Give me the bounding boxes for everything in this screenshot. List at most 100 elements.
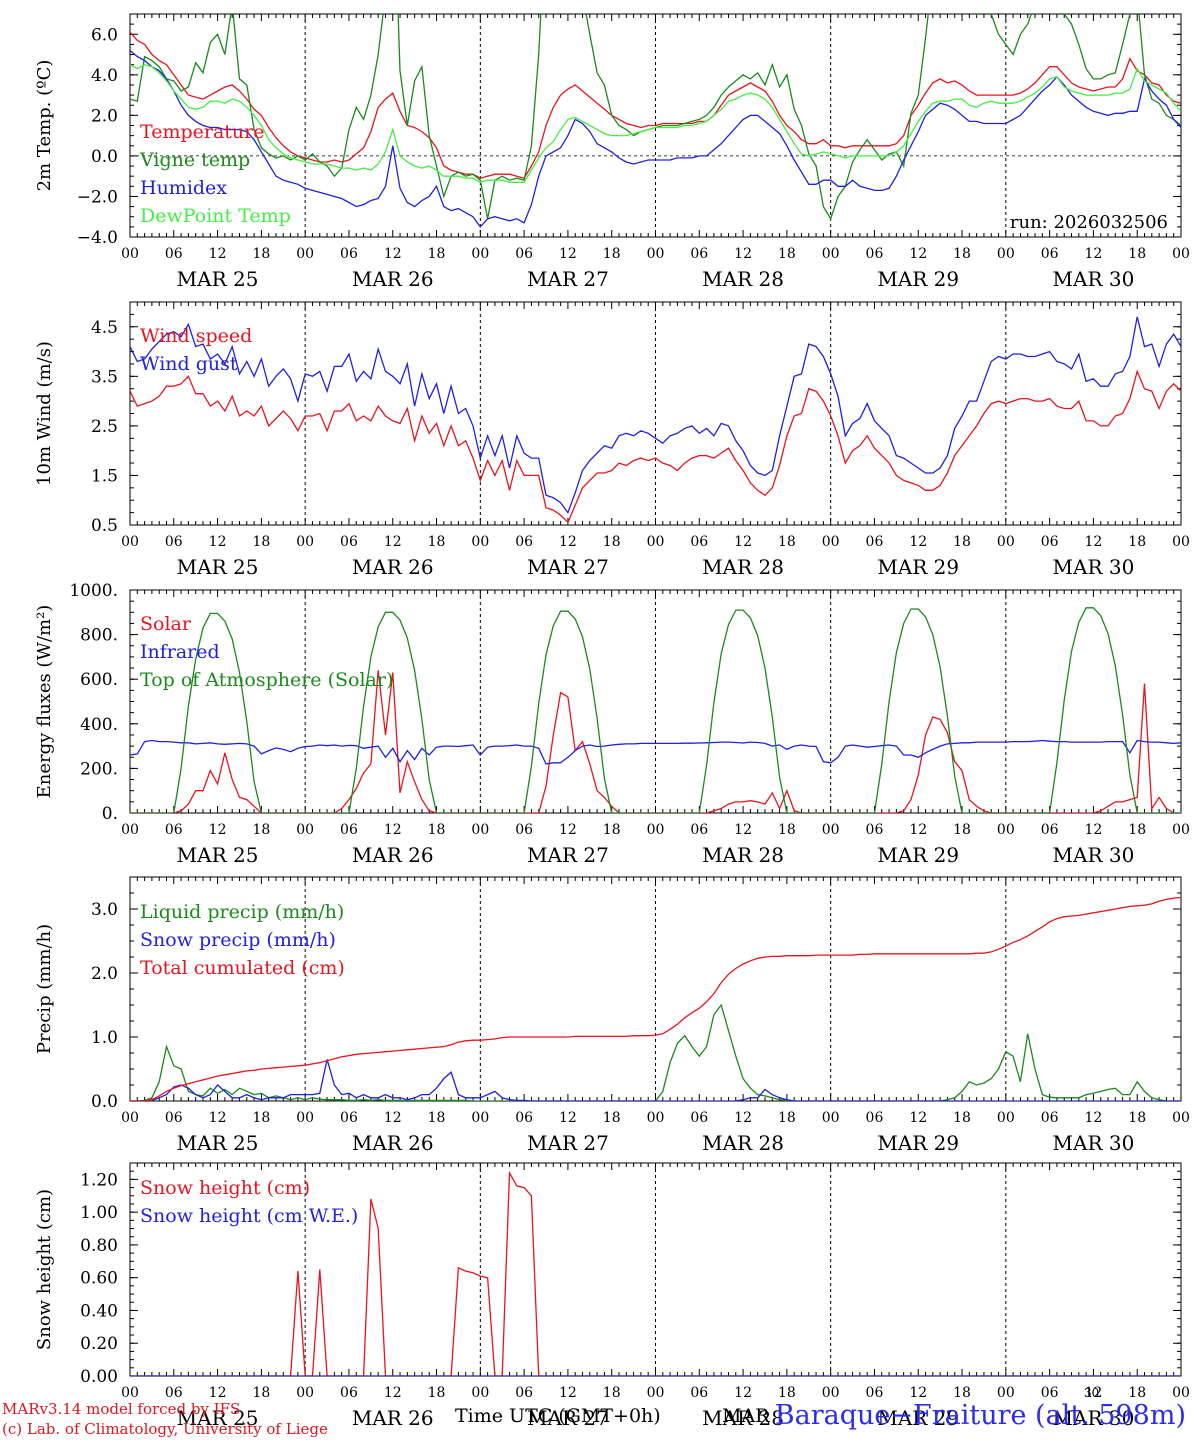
energy-hour-label: 06 (340, 822, 358, 838)
energy-hour-label: 12 (1085, 822, 1103, 838)
precip-hour-label: 12 (384, 1110, 402, 1126)
snow-hour-label: 12 (559, 1385, 577, 1401)
precip-hour-label: 00 (121, 1110, 139, 1126)
temp-hour-label: 06 (690, 246, 708, 262)
snow-hour-label: 00 (471, 1385, 489, 1401)
precip-hour-label: 06 (1041, 1110, 1059, 1126)
energy-y-tick-label: 400. (80, 715, 118, 735)
energy-legend-entry: Infrared (140, 641, 220, 663)
energy-hour-label: 06 (866, 822, 884, 838)
model-credit: MARv3.14 model forced by IFS (2, 1400, 241, 1418)
wind-hour-label: 18 (252, 534, 270, 550)
wind-series-0 (130, 369, 1181, 524)
energy-hour-label: 06 (1041, 822, 1059, 838)
temp-day-label: MAR 25 (177, 267, 259, 291)
station-title: Baraque−Fraiture (alt. 598m) (774, 1400, 1186, 1431)
energy-day-label: MAR 27 (527, 843, 609, 867)
snow-hour-label: 00 (822, 1385, 840, 1401)
snow-day-label: MAR 27 (527, 1406, 609, 1430)
snow-day-label: MAR 29 (877, 1406, 959, 1430)
energy-hour-label: 12 (559, 822, 577, 838)
energy-hour-label: 00 (471, 822, 489, 838)
precip-y-axis-title: Precip (mm/h) (34, 924, 55, 1054)
temp-y-tick-label: 0.0 (91, 147, 118, 167)
energy-hour-label: 18 (428, 822, 446, 838)
temp-day-label: MAR 30 (1053, 267, 1135, 291)
precip-hour-label: 06 (515, 1110, 533, 1126)
snow-hour-label: 18 (252, 1385, 270, 1401)
wind-day-label: MAR 29 (877, 555, 959, 579)
snow-legend-entry: Snow height (cm) (140, 1177, 310, 1199)
temp-y-axis-title: 2m Temp. (ºC) (34, 60, 55, 192)
energy-day-label: MAR 30 (1053, 843, 1135, 867)
energy-day-label: MAR 26 (352, 843, 434, 867)
wind-day-label: MAR 30 (1053, 555, 1135, 579)
wind-legend-entry: Wind speed (140, 325, 252, 347)
temp-hour-label: 00 (1172, 246, 1190, 262)
energy-y-axis-title: Energy fluxes (W/m²) (34, 605, 55, 799)
precip-day-label: MAR 29 (877, 1131, 959, 1155)
snow-y-tick-label: 1.00 (80, 1203, 118, 1223)
wind-hour-label: 00 (1172, 534, 1190, 550)
temp-hour-label: 18 (953, 246, 971, 262)
temp-series-2 (130, 50, 1181, 228)
temp-series-3 (130, 64, 1181, 183)
energy-frame (129, 589, 1182, 814)
precip-hour-label: 18 (603, 1110, 621, 1126)
wind-hour-label: 00 (121, 534, 139, 550)
snow-hour-label: 06 (515, 1385, 533, 1401)
wind-hour-label: 00 (296, 534, 314, 550)
wind-hour-label: 06 (866, 534, 884, 550)
precip-hour-label: 00 (647, 1110, 665, 1126)
temp-hour-label: 12 (384, 246, 402, 262)
temp-hour-label: 00 (121, 246, 139, 262)
wind-hour-label: 12 (559, 534, 577, 550)
precip-day-label: MAR 25 (177, 1131, 259, 1155)
temp-legend-entry: Temperature (140, 121, 264, 143)
time-axis-label: Time UTC (GMT+0h) (455, 1405, 661, 1427)
wind-hour-label: 00 (647, 534, 665, 550)
precip-hour-label: 18 (953, 1110, 971, 1126)
energy-y-tick-label: 200. (80, 759, 118, 779)
precip-day-label: MAR 30 (1053, 1131, 1135, 1155)
wind-day-label: MAR 27 (527, 555, 609, 579)
temp-hour-label: 18 (778, 246, 796, 262)
precip-y-tick-label: 2.0 (91, 964, 118, 984)
snow-hour-label: 18 (953, 1385, 971, 1401)
precip-hour-label: 06 (690, 1110, 708, 1126)
temp-hour-label: 00 (471, 246, 489, 262)
precip-hour-label: 12 (1085, 1110, 1103, 1126)
snow-legend-entry: Snow height (cm W.E.) (140, 1205, 358, 1227)
wind-y-tick-label: 1.5 (91, 466, 118, 486)
precip-day-label: MAR 28 (702, 1131, 784, 1155)
snow-y-tick-label: 0.80 (80, 1236, 118, 1256)
temp-hour-label: 12 (734, 246, 752, 262)
precip-legend-entry: Snow precip (mm/h) (140, 929, 336, 951)
snow-y-tick-label: 0.60 (80, 1269, 118, 1289)
energy-hour-label: 00 (997, 822, 1015, 838)
temp-hour-label: 18 (428, 246, 446, 262)
wind-frame (129, 301, 1182, 526)
temp-hour-label: 12 (909, 246, 927, 262)
energy-series-1 (130, 739, 1181, 765)
precip-hour-label: 18 (778, 1110, 796, 1126)
energy-hour-label: 18 (252, 822, 270, 838)
wind-hour-label: 06 (690, 534, 708, 550)
temp-legend-entry: DewPoint Temp (140, 205, 291, 227)
wind-hour-label: 12 (734, 534, 752, 550)
snow-hour-label: 18 (778, 1385, 796, 1401)
snow-hour-label: 12 (384, 1385, 402, 1401)
wind-y-tick-label: 2.5 (91, 417, 118, 437)
precip-hour-label: 12 (734, 1110, 752, 1126)
wind-y-tick-label: 3.5 (91, 367, 118, 387)
wind-hour-label: 00 (822, 534, 840, 550)
temp-hour-label: 00 (647, 246, 665, 262)
snow-hour-label: 12 (909, 1385, 927, 1401)
wind-y-tick-label: 4.5 (91, 318, 118, 338)
temp-hour-label: 06 (515, 246, 533, 262)
snow-hour-label: 00 (997, 1385, 1015, 1401)
temp-hour-label: 18 (252, 246, 270, 262)
snow-y-tick-label: 0.40 (80, 1301, 118, 1321)
precip-day-label: MAR 26 (352, 1131, 434, 1155)
snow-hour-label: 00 (1172, 1385, 1190, 1401)
